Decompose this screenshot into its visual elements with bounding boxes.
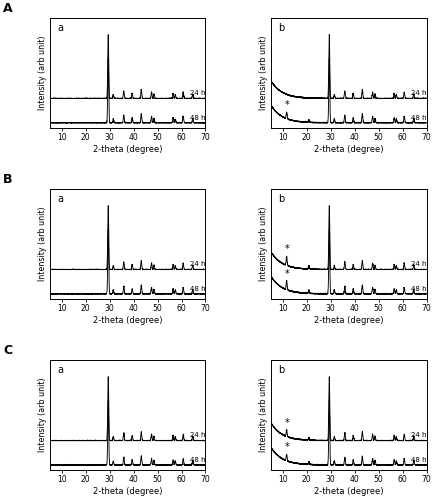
X-axis label: 2-theta (degree): 2-theta (degree) [314,316,384,324]
Y-axis label: Intensity (arb unit): Intensity (arb unit) [38,378,47,452]
Text: 48 h: 48 h [190,458,206,464]
Text: 48 h: 48 h [411,458,427,464]
Text: a: a [58,365,64,375]
Text: 48 h: 48 h [411,115,427,121]
Y-axis label: Intensity (arb unit): Intensity (arb unit) [259,36,268,110]
Text: *: * [284,268,289,278]
Text: *: * [284,418,289,428]
Text: A: A [3,2,13,16]
Text: b: b [278,194,285,204]
Text: a: a [58,23,64,33]
Text: 48 h: 48 h [190,116,206,121]
Text: a: a [58,194,64,204]
X-axis label: 2-theta (degree): 2-theta (degree) [314,144,384,154]
Text: 24 h: 24 h [190,261,205,267]
X-axis label: 2-theta (degree): 2-theta (degree) [314,486,384,496]
Y-axis label: Intensity (arb unit): Intensity (arb unit) [259,378,268,452]
Text: 48 h: 48 h [190,286,206,292]
Text: 24 h: 24 h [411,261,427,267]
X-axis label: 2-theta (degree): 2-theta (degree) [93,316,162,324]
Text: 24 h: 24 h [411,432,427,438]
Y-axis label: Intensity (arb unit): Intensity (arb unit) [38,36,47,110]
Text: C: C [3,344,12,358]
Text: b: b [278,23,285,33]
Text: 48 h: 48 h [411,286,427,292]
X-axis label: 2-theta (degree): 2-theta (degree) [93,144,162,154]
X-axis label: 2-theta (degree): 2-theta (degree) [93,486,162,496]
Text: b: b [278,365,285,375]
Text: *: * [284,244,289,254]
Text: 24 h: 24 h [411,90,427,96]
Text: B: B [3,174,13,186]
Y-axis label: Intensity (arb unit): Intensity (arb unit) [259,206,268,281]
Text: 24 h: 24 h [190,90,205,96]
Text: 24 h: 24 h [190,432,205,438]
Text: *: * [284,442,289,452]
Text: *: * [284,100,289,110]
Y-axis label: Intensity (arb unit): Intensity (arb unit) [38,206,47,281]
